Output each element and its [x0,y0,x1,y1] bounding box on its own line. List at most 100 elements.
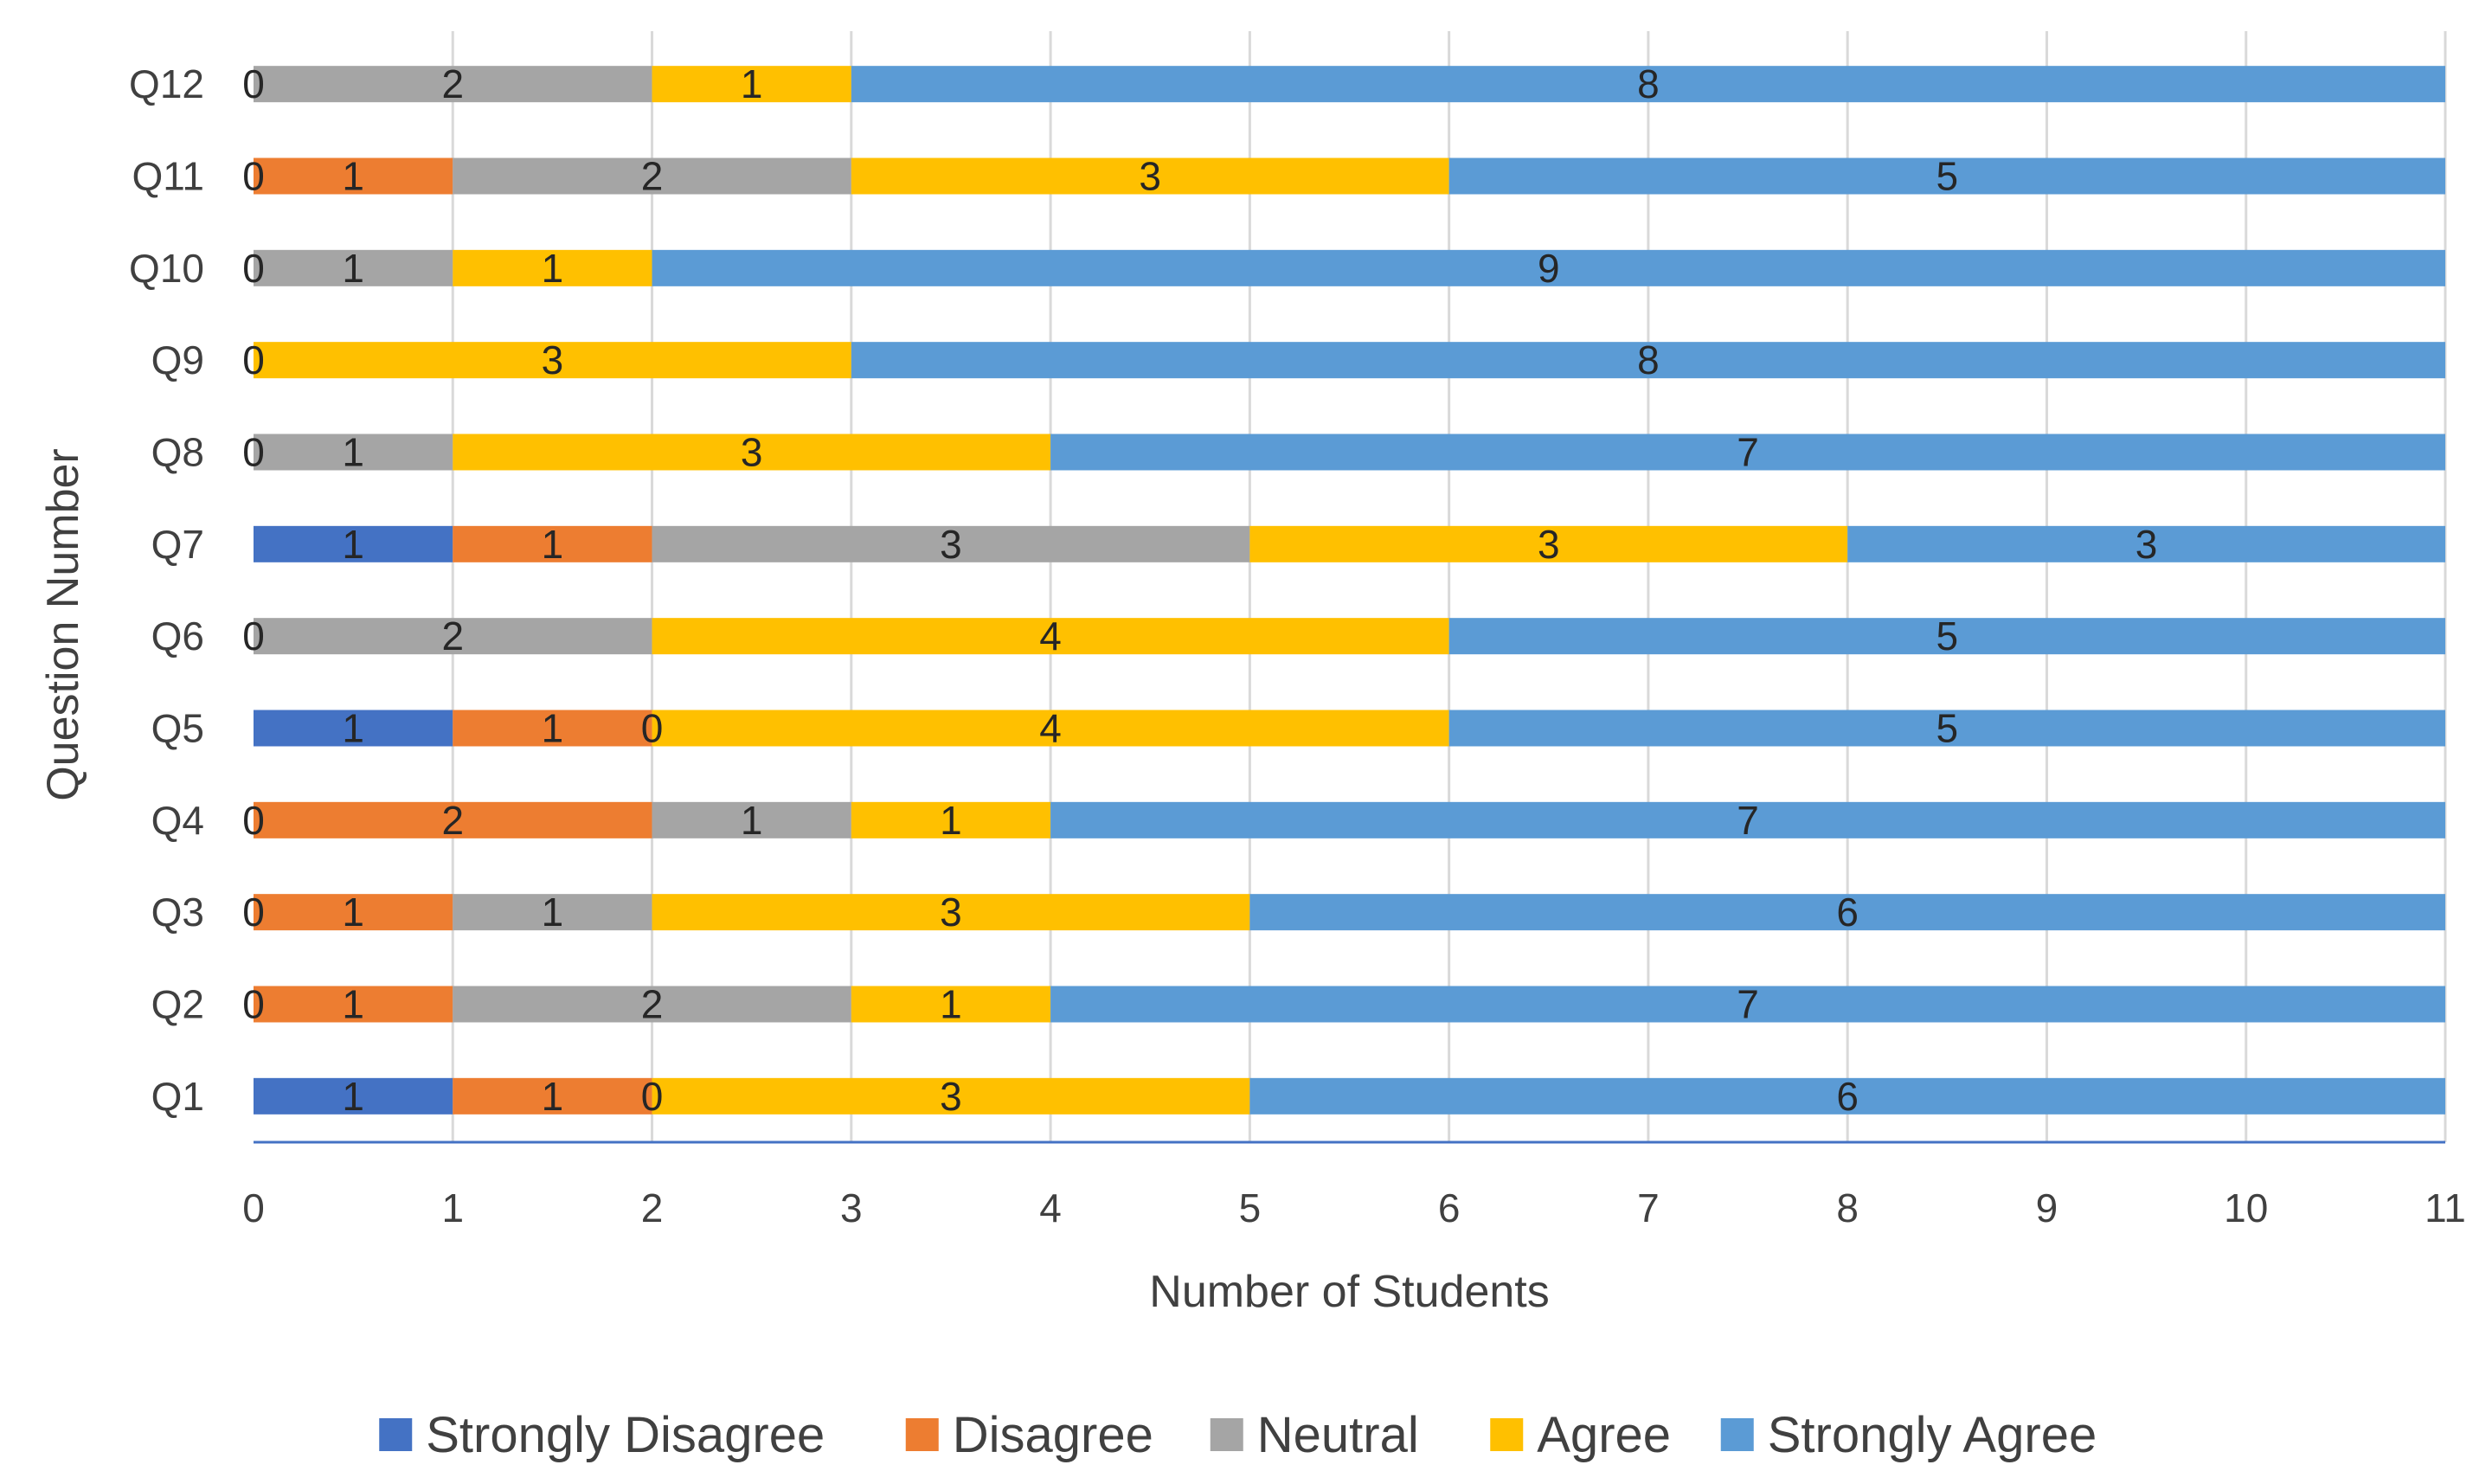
data-label: 0 [242,614,265,658]
x-tick-label: 5 [1239,1185,1262,1230]
y-tick-label: Q5 [151,706,204,751]
data-label: 4 [1039,614,1062,658]
x-tick-label: 8 [1836,1185,1859,1230]
bar-segment [652,525,1250,562]
x-tick-label: 7 [1637,1185,1660,1230]
data-label: 1 [342,982,364,1027]
bar-segment [254,1077,453,1115]
bar-segment [254,249,453,286]
bar-segment [652,801,851,838]
data-label: 5 [1936,706,1959,751]
data-label: 1 [741,61,763,106]
bar-segment [254,618,652,655]
y-tick-label: Q4 [151,798,204,843]
bar-segment [254,894,453,931]
bar-segment [1448,618,2445,655]
bar-segment [1448,157,2445,195]
bar-segment [453,434,1051,471]
data-label: 2 [441,61,464,106]
data-label: 3 [940,890,962,935]
data-label: 0 [242,337,265,382]
legend-swatch [1490,1418,1524,1451]
y-tick-label: Q1 [151,1074,204,1119]
x-tick-label: 0 [242,1185,265,1230]
bar-segment [652,1077,1250,1115]
legend-label: Disagree [953,1407,1153,1463]
bar-segment [453,249,652,286]
data-label: 7 [1737,430,1759,475]
bar-segment [1050,986,2445,1023]
bar-segment [851,342,2446,379]
data-label: 0 [242,982,265,1027]
y-tick-labels: Q1 Q2 Q3 Q4 Q5 Q6 Q7 Q8 Q9 Q10 Q11 Q12 [129,61,204,1119]
x-tick-label: 4 [1039,1185,1062,1230]
data-label: 1 [342,430,364,475]
bar-segment [453,986,851,1023]
x-tick-labels: 0 1 2 3 4 5 6 7 8 9 10 11 [242,1185,2466,1230]
data-label: 1 [542,890,564,935]
data-label: 3 [1538,522,1560,567]
bar-segment [851,66,2446,103]
data-label: 1 [940,798,962,843]
y-tick-label: Q8 [151,430,204,475]
x-tick-label: 2 [641,1185,664,1230]
bar-segment [652,710,1449,747]
bar-segment [254,434,453,471]
data-label: 1 [542,706,564,751]
bar-segment [652,66,851,103]
y-tick-label: Q3 [151,890,204,935]
legend-label: Neutral [1257,1407,1419,1463]
bar-segment [254,525,453,562]
data-label: 2 [641,982,664,1027]
data-label: 3 [2136,522,2158,567]
data-label: 3 [940,522,962,567]
y-tick-label: Q6 [151,614,204,658]
bar-segment [652,618,1449,655]
x-tick-label: 1 [441,1185,464,1230]
bar-segment [453,894,652,931]
bar-segment [1448,710,2445,747]
data-label: 1 [342,706,364,751]
data-label: 0 [641,706,664,751]
data-label: 0 [242,246,265,291]
legend: Strongly Disagree Disagree Neutral Agree Str… [379,1407,2097,1463]
bar-segments [254,66,2446,1115]
data-label: 1 [542,522,564,567]
bar-segment [254,66,652,103]
legend-swatch [1720,1418,1754,1451]
data-label: 2 [441,798,464,843]
data-label: 8 [1637,337,1660,382]
data-label: 0 [242,798,265,843]
x-tick-label: 10 [2224,1185,2268,1230]
legend-label: Strongly Agree [1768,1407,2097,1463]
data-labels: 1 1 0 3 6 0 1 2 1 7 0 1 1 3 6 0 2 1 1 7 1 1 0 4 5 0 2 4 5 1 1 3 3 3 0 1 3 7 0 3… [242,61,2157,1119]
data-label: 7 [1737,798,1759,843]
data-label: 1 [342,1074,364,1119]
data-label: 4 [1039,706,1062,751]
bar-segment [851,801,1051,838]
data-label: 3 [542,337,564,382]
legend-swatch [379,1418,413,1451]
legend-swatch [905,1418,939,1451]
data-label: 3 [741,430,763,475]
data-label: 0 [242,430,265,475]
data-label: 5 [1936,154,1959,199]
bar-segment [254,710,453,747]
data-label: 3 [1139,154,1161,199]
data-label: 5 [1936,614,1959,658]
bar-segment [1050,434,2445,471]
data-label: 7 [1737,982,1759,1027]
bar-segment [1050,801,2445,838]
data-label: 0 [242,890,265,935]
data-label: 1 [342,522,364,567]
data-label: 2 [441,614,464,658]
x-tick-label: 6 [1438,1185,1461,1230]
y-tick-label: Q10 [129,246,204,291]
data-label: 1 [342,246,364,291]
legend-label: Agree [1537,1407,1671,1463]
legend-swatch [1210,1418,1243,1451]
y-tick-label: Q9 [151,337,204,382]
y-axis-title: Question Number [38,448,88,801]
bar-segment [254,157,453,195]
